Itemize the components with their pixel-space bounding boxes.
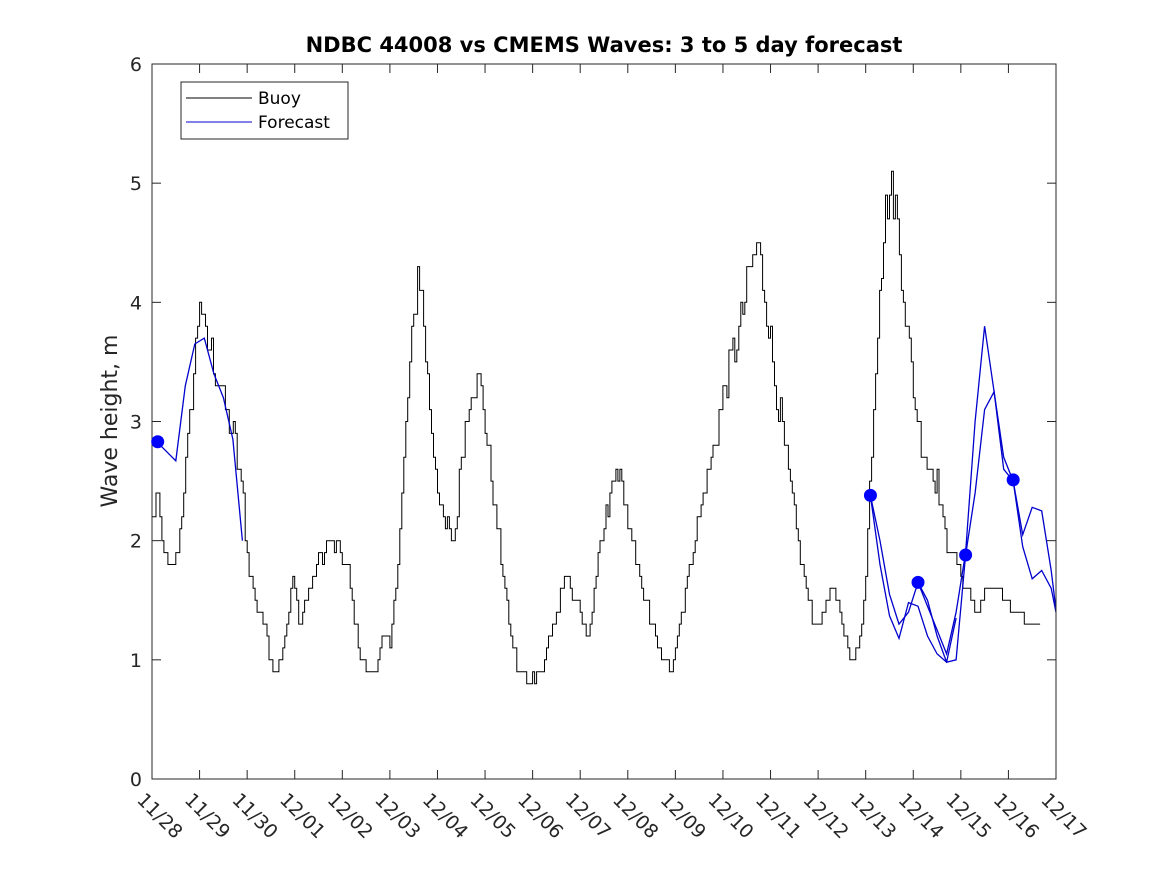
buoy-series-line — [152, 170, 1041, 685]
forecast-start-marker-4 — [959, 548, 973, 562]
forecast-series-line-2 — [869, 495, 957, 664]
y-tick-label: 3 — [130, 412, 142, 434]
forecast-start-marker-5 — [1006, 473, 1020, 487]
y-axis-label: Wave height, m — [98, 335, 123, 508]
forecast-series-line-1 — [156, 337, 244, 541]
y-tick-label: 4 — [130, 292, 142, 314]
forecast-start-marker-2 — [863, 488, 877, 502]
forecast-series-line-6 — [1012, 480, 1056, 610]
legend-forecast-label: Forecast — [258, 113, 330, 133]
marker-layer — [151, 435, 1020, 589]
legend: Buoy Forecast — [180, 81, 349, 140]
chart-title: NDBC 44008 vs CMEMS Waves: 3 to 5 day fo… — [306, 33, 903, 57]
y-tick-label: 0 — [130, 769, 142, 791]
forecast-start-marker-1 — [151, 435, 165, 449]
legend-box — [180, 81, 349, 140]
forecast-start-marker-3 — [911, 575, 925, 589]
legend-buoy-label: Buoy — [258, 89, 301, 109]
y-tick-label: 2 — [130, 531, 142, 553]
y-tick-label: 5 — [130, 173, 142, 195]
y-tick-label: 1 — [130, 650, 142, 672]
y-tick-label: 6 — [130, 54, 142, 76]
